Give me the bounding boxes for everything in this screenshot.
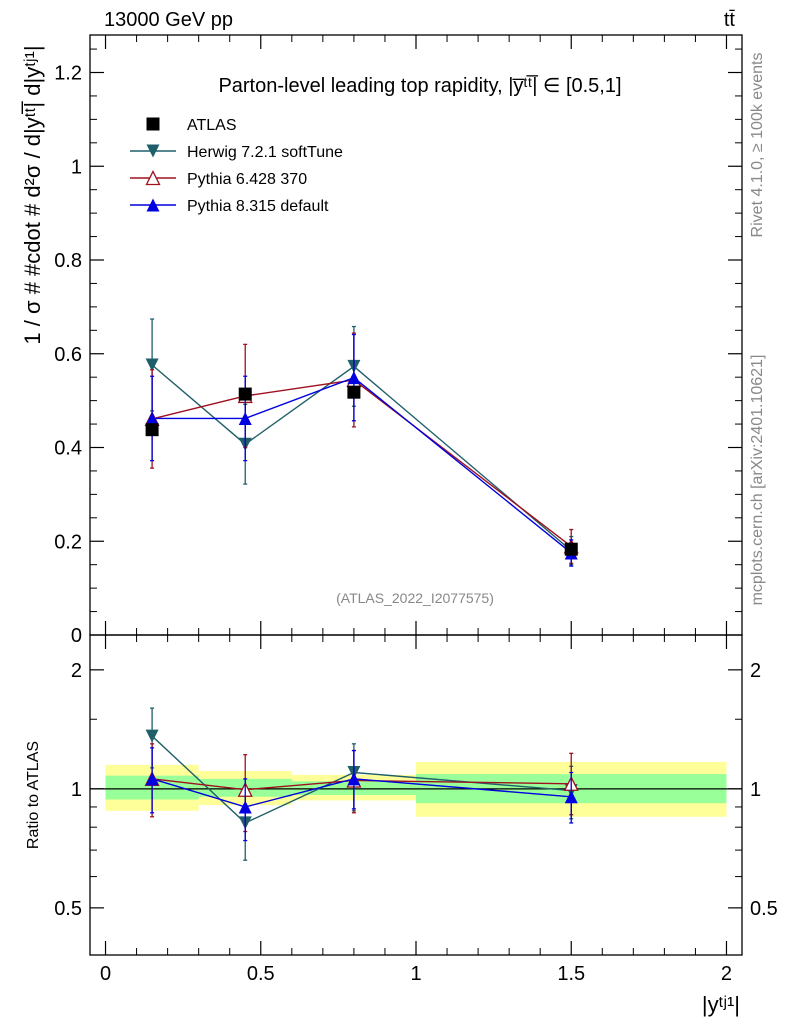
x-tick-label: 0.5: [247, 963, 275, 985]
ratio-point: [238, 800, 252, 814]
ratio-point: [564, 790, 578, 804]
legend-marker: [146, 198, 160, 212]
legend-entry-0: ATLAS: [146, 117, 237, 134]
main-y-tick-label: 0.8: [54, 250, 82, 272]
ratio-y-axis-label: Ratio to ATLAS: [25, 741, 42, 849]
analysis-watermark: (ATLAS_2022_I2077575): [336, 590, 494, 606]
x-axis-label: |yᵗʲ¹|: [702, 992, 740, 1017]
header-energy: 13000 GeV pp: [104, 9, 233, 31]
ratio-point: [145, 772, 159, 786]
main-y-zero-label: 0: [71, 625, 82, 647]
main-ticks: 0.2 0.4 0.6 0.8 1 1.2 0: [54, 35, 742, 647]
main-y-tick-label: 1.2: [54, 63, 82, 85]
main-panel: 0.2 0.4 0.6 0.8 1 1.2 0 Parton-level leading t…: [54, 34, 743, 647]
main-y-tick-label: 1: [71, 156, 82, 178]
ratio-series-2: [145, 747, 578, 842]
ratio-y-tick-label: 2: [71, 660, 82, 682]
data-point: [238, 411, 252, 425]
ratio-frame: [89, 634, 743, 956]
legend-marker: [146, 117, 160, 131]
data-point: [145, 358, 159, 372]
series-3: [145, 333, 578, 567]
legend-label: ATLAS: [187, 117, 237, 134]
rivet-version-note: Rivet 4.1.0, ≥ 100k events: [749, 53, 766, 238]
main-y-axis-label: 1 / σ # #cdot # d²σ / d|yᵗᵗ̅| d|yᵗʲ¹|: [20, 45, 45, 344]
series-line: [151, 364, 572, 552]
main-data: [144, 318, 579, 567]
x-tick-label: 2: [721, 963, 732, 985]
legend: ATLAS Herwig 7.2.1 softTune Pythia 6.428 3…: [130, 117, 343, 215]
legend-label: Pythia 6.428 370: [187, 171, 307, 188]
main-y-tick-label: 0.2: [54, 531, 82, 553]
data-point: [145, 423, 159, 437]
series-1: [145, 318, 578, 566]
series-line: [152, 376, 572, 554]
ratio-y-tick-label: 1: [71, 779, 82, 801]
ratio-point: [145, 729, 159, 743]
data-point: [347, 371, 361, 385]
ratio-y-tick-label: 0.5: [54, 898, 82, 920]
ratio-y-tick-label-right: 2: [750, 660, 761, 682]
ratio-y-tick-label-right: 0.5: [750, 898, 778, 920]
legend-entry-2: Pythia 6.428 370: [130, 170, 307, 188]
series-line: [151, 379, 572, 547]
x-tick-label: 1: [410, 963, 421, 985]
data-point: [145, 411, 159, 425]
ratio-panel: 0.5 0.5 1 1 2 2 0 0.5 1 1.5 2: [54, 634, 778, 985]
legend-label: Pythia 8.315 default: [187, 198, 329, 215]
ratio-y-tick-label-right: 1: [750, 779, 761, 801]
data-point: [347, 385, 361, 399]
data-point: [238, 387, 252, 401]
series-0: [145, 385, 578, 556]
legend-entry-1: Herwig 7.2.1 softTune: [130, 144, 343, 161]
ratio-point: [347, 772, 361, 786]
legend-entry-3: Pythia 8.315 default: [130, 198, 329, 215]
main-title: Parton-level leading top rapidity, |y̅ᵗᵗ…: [218, 74, 621, 97]
legend-marker: [146, 144, 160, 158]
header-process: tt̄: [724, 9, 736, 31]
ratio-ticks: 0.5 0.5 1 1 2 2 0 0.5 1 1.5 2: [54, 635, 778, 985]
main-y-tick-label: 0.6: [54, 344, 82, 366]
series-2: [144, 332, 579, 564]
mcplots-source-note: mcplots.cern.ch [arXiv:2401.10621]: [749, 355, 766, 606]
main-y-tick-label: 0.4: [54, 438, 82, 460]
ratio-line: [152, 778, 572, 791]
ratio-line: [151, 778, 572, 808]
legend-marker: [145, 170, 161, 186]
data-point: [564, 542, 578, 556]
ratio-data: [144, 707, 579, 861]
x-tick-label: 1.5: [557, 963, 585, 985]
legend-label: Herwig 7.2.1 softTune: [187, 144, 343, 161]
x-tick-label: 0: [100, 963, 111, 985]
